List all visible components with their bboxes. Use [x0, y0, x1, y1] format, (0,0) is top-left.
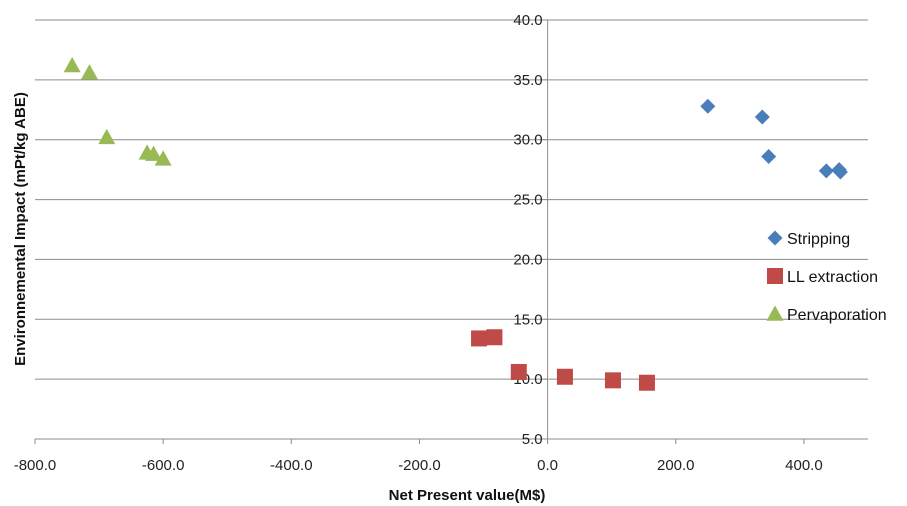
- legend-label-pervaporation: Pervaporation: [787, 307, 887, 324]
- axes: [34, 19, 868, 444]
- y-tick-label: 35.0: [513, 72, 542, 89]
- ll-extraction-point: [471, 330, 488, 347]
- y-tick-label: 5.0: [522, 431, 543, 448]
- stripping-point: [832, 164, 848, 180]
- x-tick-label: 400.0: [785, 457, 823, 474]
- pervaporation-point: [80, 64, 98, 80]
- x-tick-label: -200.0: [398, 457, 441, 474]
- ll-extraction-point: [604, 372, 621, 389]
- pervaporation-point: [154, 150, 172, 166]
- x-tick-label: 0.0: [537, 457, 558, 474]
- x-tick-label: -600.0: [142, 457, 185, 474]
- legend-marker-ll-extraction: [767, 268, 783, 284]
- data-points: [63, 56, 848, 391]
- legend-marker-stripping: [767, 230, 783, 246]
- stripping-point: [754, 109, 770, 125]
- stripping-point: [761, 148, 777, 164]
- x-tick-label: 200.0: [657, 457, 695, 474]
- y-tick-label: 25.0: [513, 192, 542, 209]
- x-tick-label: -400.0: [270, 457, 313, 474]
- legend-label-stripping: Stripping: [787, 231, 850, 248]
- stripping-point: [818, 163, 834, 179]
- tick-labels: 5.010.015.020.025.030.035.040.0-800.0 -60…: [14, 12, 823, 474]
- y-axis-title: Environnemental Impact (mPt/kg ABE): [12, 92, 29, 366]
- ll-extraction-point: [638, 374, 655, 391]
- x-tick-label: -800.0: [14, 457, 57, 474]
- stripping-point: [700, 98, 716, 114]
- y-tick-label: 20.0: [513, 251, 542, 268]
- x-axis-title: Net Present value(M$): [389, 487, 546, 504]
- legend-label-ll-extraction: LL extraction: [787, 269, 878, 286]
- pervaporation-point: [145, 145, 163, 161]
- y-tick-label: 15.0: [513, 311, 542, 328]
- pervaporation-point: [98, 128, 116, 145]
- ll-extraction-point: [486, 329, 503, 346]
- pervaporation-point: [63, 56, 81, 73]
- ll-extraction-point: [510, 363, 527, 380]
- gridlines: [35, 19, 868, 380]
- legend: Stripping LL extraction Pervaporation: [766, 230, 887, 324]
- ll-extraction-point: [556, 368, 573, 385]
- y-tick-label: 30.0: [513, 132, 542, 149]
- legend-marker-pervaporation: [766, 305, 784, 321]
- y-tick-label: 40.0: [513, 12, 542, 29]
